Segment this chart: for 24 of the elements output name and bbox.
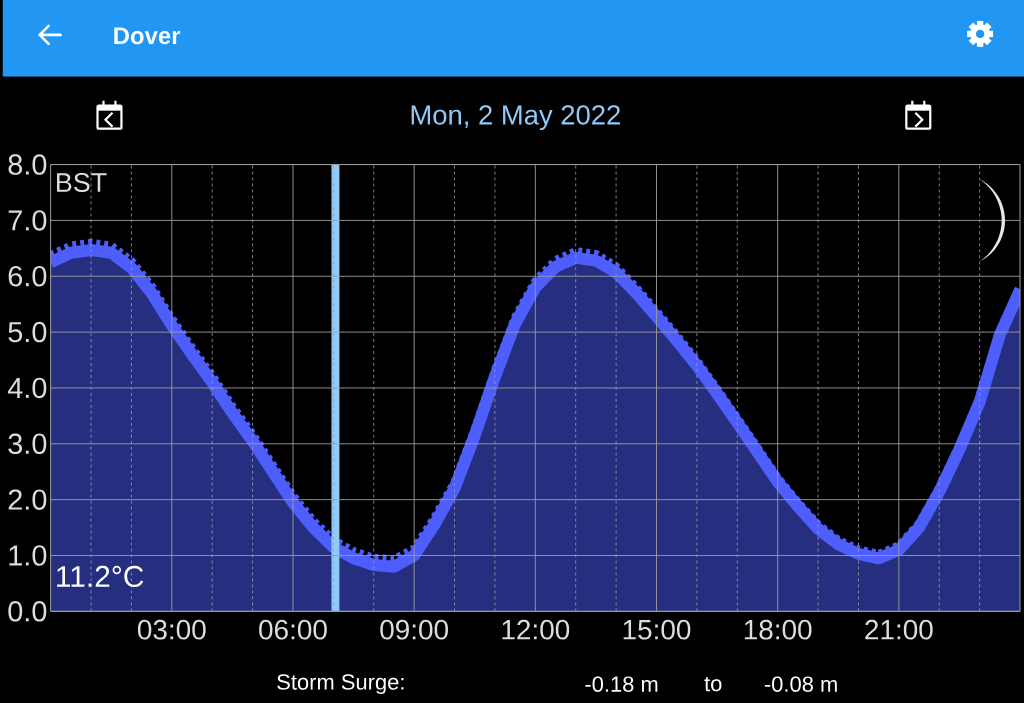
y-tick-label: 0.0 [8, 601, 47, 622]
x-tick-label: 06:00 [259, 619, 327, 640]
annotation: BST [57, 172, 107, 192]
x-tick-label: 09:00 [380, 619, 448, 640]
text: Storm Surge: [277, 674, 404, 695]
y-tick-label: 8.0 [8, 154, 47, 175]
x-tick-label: 18:00 [744, 619, 812, 640]
y-tick-label: 1.0 [9, 545, 47, 566]
y-tick-label: 4.0 [7, 377, 47, 399]
y-tick-label: 3.0 [8, 433, 47, 454]
chart-subtitle: Mon, 2 May 2022 [411, 105, 620, 131]
y-tick-label: 7.0 [8, 210, 47, 231]
text: -0.18 m [585, 676, 658, 692]
x-tick-label: 12:00 [502, 619, 570, 640]
x-tick-label: 03:00 [137, 619, 206, 640]
annotation: 11.2°C [57, 565, 144, 587]
text: to [704, 676, 722, 692]
y-tick-label: 2.0 [8, 489, 47, 510]
y-tick-label: 6.0 [8, 265, 47, 287]
text: -0.08 m [764, 676, 837, 692]
x-tick-label: 15:00 [623, 619, 691, 640]
chart-title: Dover [114, 27, 181, 45]
y-tick-label: 5.0 [8, 321, 47, 343]
x-tick-label: 21:00 [865, 619, 933, 640]
